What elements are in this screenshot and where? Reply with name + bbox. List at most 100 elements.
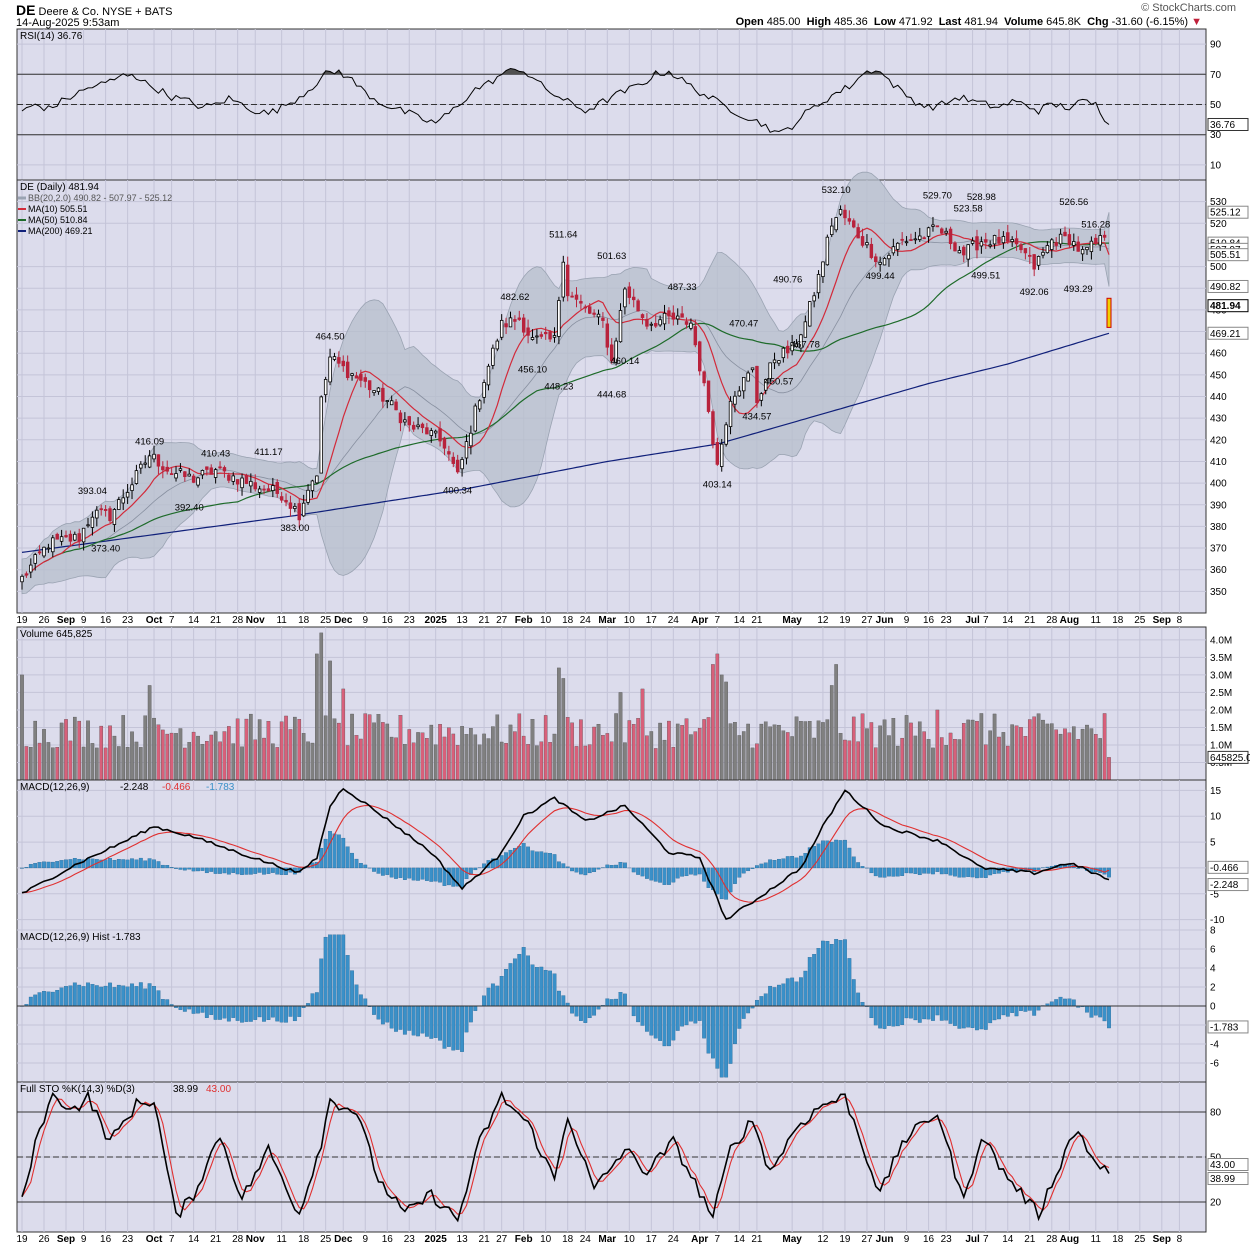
- x-tick-label: 26: [38, 615, 50, 626]
- price-annotation: 444.68: [597, 389, 626, 400]
- candle-body: [359, 373, 363, 381]
- volume-bar: [711, 664, 715, 781]
- last-value: 481.94: [964, 16, 999, 28]
- candle-body: [205, 466, 209, 470]
- volume-bar: [1093, 734, 1098, 781]
- hist-bar: [526, 955, 531, 1007]
- candle-body: [1063, 231, 1067, 237]
- macd-hist-bar: [587, 867, 592, 874]
- candle-body: [257, 488, 262, 493]
- hist-bar: [37, 992, 42, 1007]
- hist-bar: [728, 1005, 733, 1064]
- macd-line: [21, 787, 1110, 920]
- hist-bar: [77, 984, 82, 1007]
- macd-hist-bar: [618, 862, 623, 869]
- x-tick-label: 16: [923, 615, 935, 626]
- volume-bar: [341, 688, 346, 781]
- volume-bar: [636, 718, 640, 781]
- macd-hist-bar: [680, 867, 685, 877]
- hist-bar: [715, 1005, 720, 1069]
- volume-bar: [51, 747, 55, 781]
- x-tick-label: Sep: [57, 615, 75, 626]
- candle-body: [288, 502, 293, 509]
- hist-bar: [578, 1005, 583, 1021]
- x-tick-label: 17: [646, 1234, 658, 1245]
- macd-hist-bar: [147, 858, 152, 869]
- macd-hist-bar: [213, 867, 218, 874]
- volume-bar: [953, 739, 957, 781]
- volume-bar: [667, 720, 671, 781]
- macd-hist-bar: [385, 867, 390, 875]
- volume-bar: [816, 720, 821, 781]
- y-tick-label: 0: [1210, 1002, 1216, 1013]
- x-tick-label: 21: [479, 615, 491, 626]
- macd-hist-bar: [869, 867, 874, 874]
- sto-legend-k: 38.99: [173, 1084, 198, 1095]
- volume-bar: [781, 730, 786, 781]
- hist-bar: [680, 1005, 685, 1027]
- volume-bar: [1089, 728, 1094, 781]
- macd-hist-bar: [226, 867, 231, 875]
- volume-bar: [438, 724, 442, 781]
- hist-current-badge: -1.783: [1210, 1022, 1239, 1033]
- macd-hist-bar: [1045, 866, 1050, 869]
- hist-bar: [556, 990, 561, 1007]
- volume-bar: [477, 744, 482, 781]
- price-annotation: 532.10: [822, 185, 851, 196]
- volume-bar: [843, 739, 847, 781]
- candle-body: [1098, 235, 1102, 246]
- hist-bar: [1067, 998, 1072, 1007]
- volume-bar: [332, 718, 337, 781]
- x-tick-label: 25: [1134, 615, 1146, 626]
- macd-hist-bar: [332, 833, 337, 869]
- candle-body: [715, 442, 720, 465]
- volume-bar: [1019, 727, 1023, 781]
- candle-body: [904, 241, 909, 244]
- candle-body: [372, 390, 376, 394]
- x-tick-label: 21: [1024, 1234, 1036, 1245]
- price-annotation: 487.33: [668, 282, 697, 293]
- macd-hist-bar: [662, 867, 667, 885]
- hist-bar: [240, 1005, 244, 1023]
- volume-bar: [662, 739, 667, 781]
- volume-bar: [851, 716, 856, 781]
- hist-bar: [42, 991, 46, 1007]
- hist-bar: [658, 1005, 663, 1041]
- macd-hist-bar: [235, 867, 240, 875]
- y-tick-label: 430: [1210, 414, 1227, 425]
- hist-bar: [860, 1002, 865, 1007]
- candle-body: [733, 395, 737, 405]
- candle-body: [389, 400, 394, 406]
- hist-bar: [534, 967, 539, 1007]
- macd-hist-bar: [623, 862, 627, 869]
- x-tick-label: 16: [382, 1234, 394, 1245]
- volume-bar: [579, 719, 583, 781]
- candle-body: [108, 508, 112, 522]
- candle-body: [922, 237, 926, 240]
- hist-bar: [363, 998, 368, 1007]
- candle-body: [499, 319, 504, 338]
- price-annotation: 511.64: [549, 229, 577, 240]
- volume-bar: [156, 724, 161, 781]
- hist-bar: [438, 1005, 442, 1041]
- x-tick-label: 11: [1091, 1234, 1102, 1245]
- y-tick-label: 420: [1210, 435, 1227, 446]
- macd-hist-bar: [926, 867, 931, 874]
- chg-value: -31.60 (-6.15%): [1111, 16, 1189, 28]
- macd-hist-bar: [966, 867, 971, 877]
- x-tick-label: Aug: [1060, 1234, 1079, 1245]
- hist-bar: [759, 996, 764, 1007]
- x-tick-label: Aug: [1060, 615, 1079, 626]
- candle-body: [77, 533, 81, 542]
- candle-body: [649, 323, 654, 326]
- volume-bar: [1080, 728, 1085, 781]
- candle-body: [429, 430, 433, 436]
- candle-body: [794, 343, 799, 348]
- volume-bar: [737, 735, 742, 781]
- hist-bar: [473, 1005, 478, 1011]
- candle-body: [984, 239, 988, 243]
- volume-current-badge: 645825.0: [1210, 753, 1250, 764]
- hist-bar: [1089, 1005, 1094, 1018]
- candle-body: [913, 238, 918, 241]
- volume-bar: [486, 738, 491, 781]
